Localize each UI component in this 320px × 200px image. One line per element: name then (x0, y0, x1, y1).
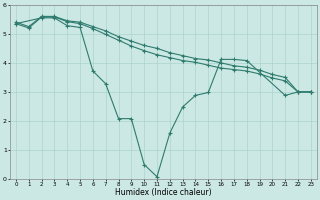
X-axis label: Humidex (Indice chaleur): Humidex (Indice chaleur) (115, 188, 212, 197)
